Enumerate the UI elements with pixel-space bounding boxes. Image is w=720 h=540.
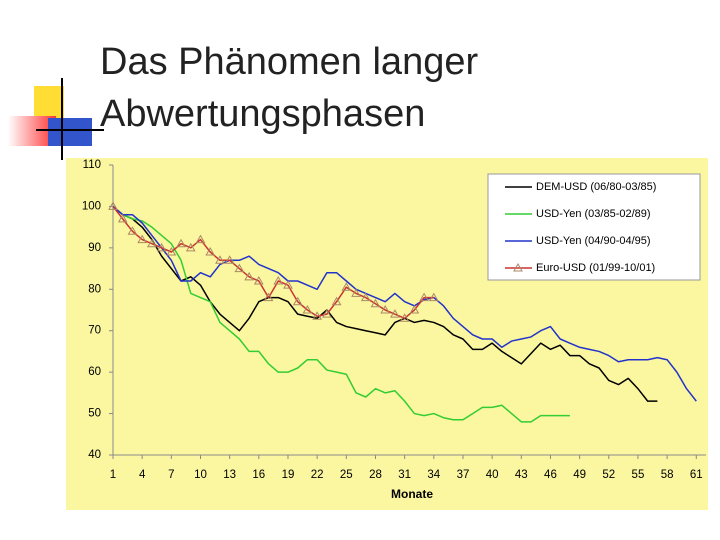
- point-marker: [380, 304, 391, 314]
- point-marker: [322, 309, 332, 318]
- point-marker: [195, 234, 206, 244]
- point-marker: [341, 282, 352, 291]
- deco-square: [34, 86, 64, 120]
- point-marker: [292, 296, 303, 306]
- x-tick-label: 31: [398, 469, 411, 481]
- point-marker: [399, 313, 410, 322]
- point-marker: [205, 246, 216, 256]
- title: Abwertungsphasen: [100, 93, 425, 135]
- point-marker: [166, 246, 177, 256]
- point-marker: [127, 226, 138, 235]
- x-tick-label: 40: [486, 469, 499, 481]
- x-tick-label: 16: [252, 469, 265, 481]
- x-tick-label: 34: [427, 469, 440, 481]
- point-marker: [244, 271, 254, 281]
- point-marker: [253, 275, 264, 285]
- series-line: [112, 205, 658, 402]
- x-tick-label: 58: [661, 469, 674, 481]
- point-marker: [419, 292, 429, 302]
- point-marker: [224, 255, 235, 264]
- point-marker: [273, 275, 284, 285]
- y-tick-label: 70: [88, 325, 101, 337]
- point-marker: [390, 309, 400, 318]
- point-marker: [302, 304, 313, 314]
- x-tick-label: 13: [223, 469, 236, 481]
- point-marker: [176, 238, 186, 248]
- x-tick-label: 19: [282, 469, 295, 481]
- point-marker: [351, 288, 361, 297]
- plot: [108, 201, 697, 423]
- x-tick-label: 43: [515, 469, 528, 481]
- x-axis-label: Monate: [391, 487, 433, 501]
- y-tick-label: 90: [88, 242, 101, 254]
- legend-label: USD-Yen (03/85-02/89): [536, 208, 651, 220]
- x-tick-label: 55: [632, 469, 645, 481]
- x-tick-label: 28: [369, 469, 382, 481]
- x-tick-label: 46: [544, 469, 557, 481]
- point-marker: [263, 292, 274, 302]
- x-tick-label: 52: [602, 469, 615, 481]
- point-marker: [215, 255, 225, 264]
- legend-label: DEM-USD (06/80-03/85): [536, 181, 656, 193]
- x-tick-label: 10: [194, 469, 207, 481]
- series-line: [112, 205, 697, 402]
- legend-label: Euro-USD (01/99-10/01): [536, 262, 655, 274]
- legend: [487, 173, 701, 281]
- point-marker: [117, 213, 128, 223]
- y-tick-label: 100: [82, 200, 101, 212]
- title: Das Phänomen langer: [100, 41, 478, 83]
- series-line: [112, 205, 434, 320]
- x-tick-label: 4: [139, 469, 146, 481]
- x-tick-label: 22: [311, 469, 324, 481]
- legend-label: USD-Yen (04/90-04/95): [536, 235, 651, 247]
- point-marker: [156, 242, 167, 252]
- point-marker: [312, 311, 323, 320]
- y-tick-label: 50: [88, 408, 101, 420]
- point-marker: [147, 238, 157, 248]
- y-tick-label: 40: [88, 449, 101, 461]
- point-marker: [370, 298, 381, 308]
- x-tick-label: 61: [690, 469, 703, 481]
- x-tick-label: 7: [168, 469, 174, 481]
- deco-square: [48, 118, 92, 146]
- point-marker: [283, 280, 293, 289]
- point-marker: [428, 292, 439, 302]
- x-tick-label: 25: [340, 469, 353, 481]
- series-line: [112, 205, 570, 423]
- point-marker: [185, 242, 196, 252]
- legend-marker: [513, 262, 523, 272]
- point-marker: [331, 296, 342, 306]
- point-marker: [360, 292, 371, 302]
- x-tick-label: 37: [457, 469, 470, 481]
- point-marker: [137, 234, 148, 244]
- x-tick-label: 49: [573, 469, 586, 481]
- y-tick-label: 110: [83, 159, 101, 171]
- point-marker: [234, 263, 245, 273]
- y-tick-label: 60: [88, 366, 101, 378]
- x-tick-label: 1: [110, 469, 116, 481]
- point-marker: [409, 304, 420, 314]
- y-tick-label: 80: [88, 283, 101, 295]
